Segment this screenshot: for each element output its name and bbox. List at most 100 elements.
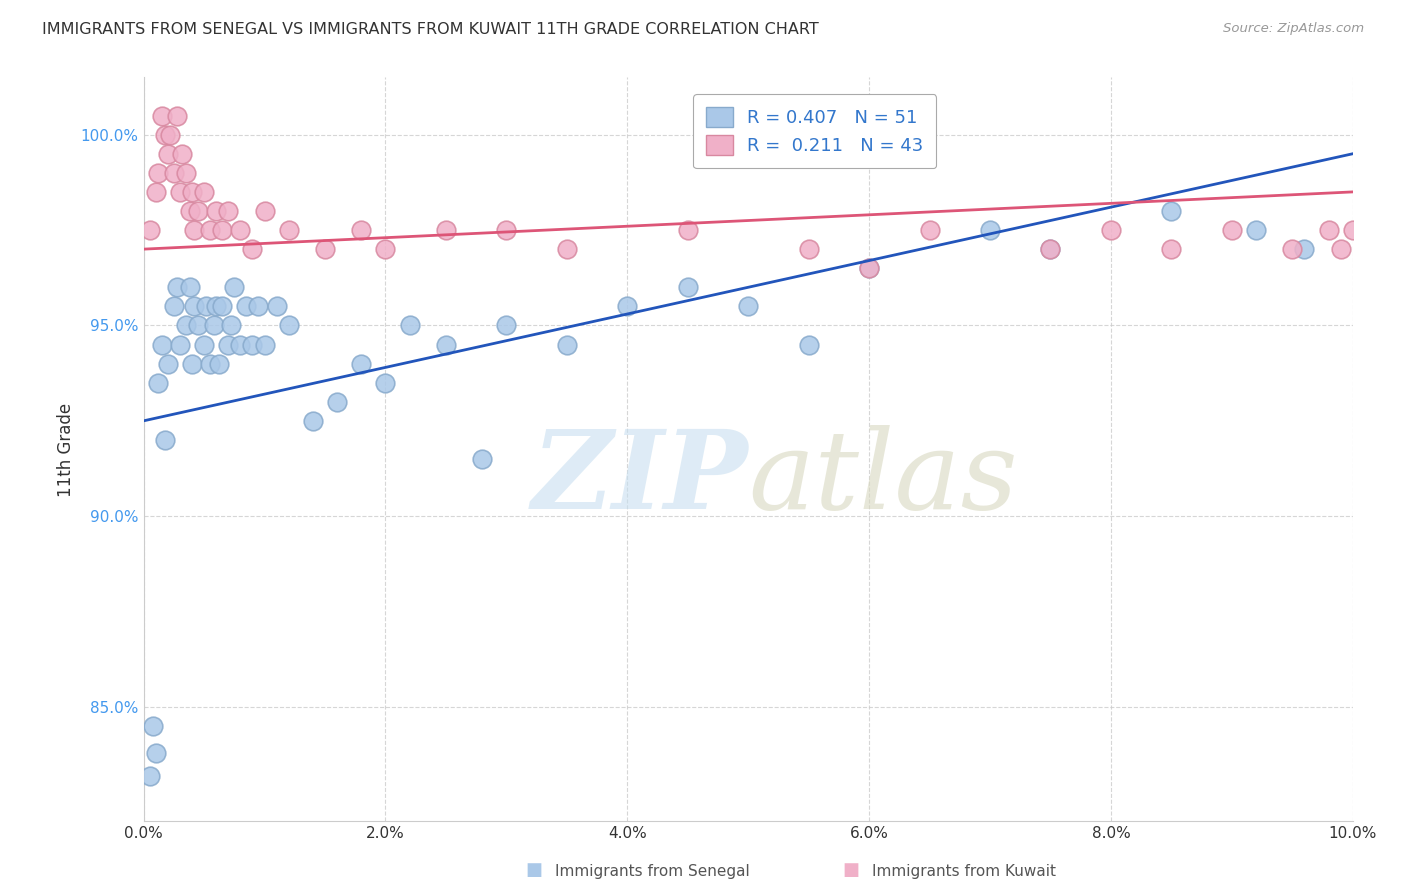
Point [434,223,457,237]
Text: ■: ■ [842,861,859,879]
Point [1294,242,1316,256]
Point [1160,242,1182,256]
Point [616,299,638,313]
Point [495,223,517,237]
Point [146,376,169,390]
Point [163,299,186,313]
Point [211,223,233,237]
Point [858,261,880,276]
Point [676,223,699,237]
Point [163,166,186,180]
Point [155,128,177,142]
Point [1160,204,1182,219]
Point [797,242,820,256]
Text: ■: ■ [526,861,543,879]
Text: ZIP: ZIP [531,425,748,533]
Point [1039,242,1062,256]
Point [193,337,215,351]
Point [1281,242,1303,256]
Point [253,204,276,219]
Point [169,337,191,351]
Y-axis label: 11th Grade: 11th Grade [58,402,75,497]
Point [471,452,494,467]
Point [179,280,201,294]
Point [253,337,276,351]
Point [229,337,252,351]
Point [205,299,228,313]
Point [179,204,201,219]
Point [155,433,177,447]
Point [1330,242,1353,256]
Point [166,109,188,123]
Point [302,414,325,428]
Point [174,318,197,333]
Point [1039,242,1062,256]
Point [224,280,246,294]
Point [235,299,257,313]
Point [205,204,228,219]
Point [219,318,242,333]
Point [174,166,197,180]
Point [555,337,578,351]
Point [242,337,264,351]
Point [142,719,165,733]
Text: IMMIGRANTS FROM SENEGAL VS IMMIGRANTS FROM KUWAIT 11TH GRADE CORRELATION CHART: IMMIGRANTS FROM SENEGAL VS IMMIGRANTS FR… [42,22,818,37]
Point [156,146,179,161]
Point [350,223,373,237]
Point [398,318,420,333]
Point [979,223,1001,237]
Point [181,357,204,371]
Point [187,204,209,219]
Point [183,299,205,313]
Point [326,394,349,409]
Point [242,242,264,256]
Point [374,376,396,390]
Point [211,299,233,313]
Point [676,280,699,294]
Point [217,337,239,351]
Point [918,223,941,237]
Point [183,223,205,237]
Point [495,318,517,333]
Point [555,242,578,256]
Point [1244,223,1267,237]
Point [314,242,336,256]
Point [195,299,218,313]
Point [198,223,221,237]
Text: atlas: atlas [748,425,1018,533]
Point [1341,223,1364,237]
Point [277,223,299,237]
Point [1099,223,1122,237]
Point [172,146,194,161]
Point [374,242,396,256]
Point [737,299,759,313]
Point [150,337,173,351]
Point [150,109,173,123]
Point [229,223,252,237]
Point [207,357,229,371]
Point [247,299,270,313]
Point [138,769,160,783]
Point [156,357,179,371]
Point [187,318,209,333]
Point [277,318,299,333]
Point [138,223,160,237]
Point [193,185,215,199]
Point [146,166,169,180]
Point [1220,223,1243,237]
Text: Source: ZipAtlas.com: Source: ZipAtlas.com [1223,22,1364,36]
Point [202,318,225,333]
Text: Immigrants from Senegal: Immigrants from Senegal [555,863,751,879]
Point [145,746,167,760]
Text: Immigrants from Kuwait: Immigrants from Kuwait [872,863,1056,879]
Point [145,185,167,199]
Point [198,357,221,371]
Point [159,128,181,142]
Point [169,185,191,199]
Point [858,261,880,276]
Point [797,337,820,351]
Legend: R = 0.407   N = 51, R =  0.211   N = 43: R = 0.407 N = 51, R = 0.211 N = 43 [693,94,936,168]
Point [1317,223,1340,237]
Point [217,204,239,219]
Point [350,357,373,371]
